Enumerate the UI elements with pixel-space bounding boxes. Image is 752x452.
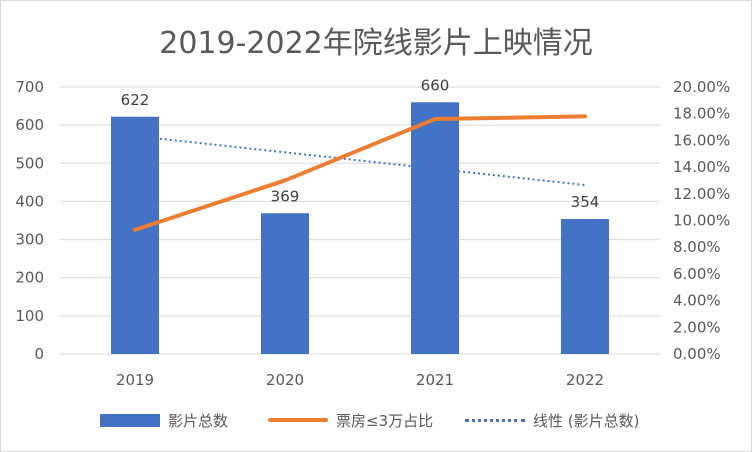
legend-item-bar: 影片总数 [100, 405, 228, 435]
y-left-tick-label: 200 [15, 269, 44, 287]
data-label: 354 [571, 193, 600, 211]
legend-label-bar: 影片总数 [168, 411, 229, 430]
bar [561, 218, 609, 354]
chart-title: 2019-2022年院线影片上映情况 [159, 26, 593, 61]
data-label: 369 [271, 187, 300, 205]
legend-swatch-trendline [465, 418, 525, 422]
data-label: 660 [421, 76, 450, 94]
legend-item-line: 票房≤3万占比 [268, 405, 433, 435]
legend-item-trendline: 线性 (影片总数) [465, 405, 639, 435]
y-left-tick-label: 400 [15, 192, 44, 210]
y-left-tick-label: 100 [15, 307, 44, 325]
y-right-tick-label: 14.00% [673, 158, 730, 176]
y-left-tick-label: 300 [15, 231, 44, 249]
legend-label-trendline: 线性 (影片总数) [533, 411, 640, 430]
legend-swatch-bar [100, 413, 160, 427]
y-right-tick-label: 8.00% [673, 238, 721, 256]
y-right-tick-label: 18.00% [673, 105, 730, 123]
y-left-tick-label: 500 [15, 154, 44, 172]
x-tick-label: 2021 [416, 371, 454, 389]
series-line [133, 114, 587, 232]
data-label: 622 [121, 91, 150, 109]
bar [261, 213, 309, 354]
y-right-tick-label: 6.00% [673, 265, 721, 283]
y-right-tick-label: 2.00% [673, 318, 721, 336]
x-tick-label: 2020 [266, 371, 304, 389]
chart-legend: 影片总数 票房≤3万占比 线性 (影片总数) [0, 405, 752, 435]
legend-swatch-line [268, 418, 328, 422]
y-left-tick-label: 0 [34, 345, 44, 363]
y-right-tick-label: 0.00% [673, 345, 721, 363]
y-right-tick-label: 16.00% [673, 131, 730, 149]
y-right-tick-label: 20.00% [673, 78, 730, 96]
y-left-tick-label: 700 [15, 78, 44, 96]
bar [111, 116, 159, 354]
legend-label-line: 票房≤3万占比 [336, 411, 434, 430]
y-right-tick-label: 10.00% [673, 212, 730, 230]
y-left-tick-label: 600 [15, 116, 44, 134]
x-tick-label: 2022 [566, 371, 604, 389]
bar [411, 102, 459, 354]
y-right-tick-label: 4.00% [673, 292, 721, 310]
y-right-tick-label: 12.00% [673, 185, 730, 203]
x-tick-label: 2019 [116, 371, 154, 389]
series-trendline [134, 135, 586, 187]
